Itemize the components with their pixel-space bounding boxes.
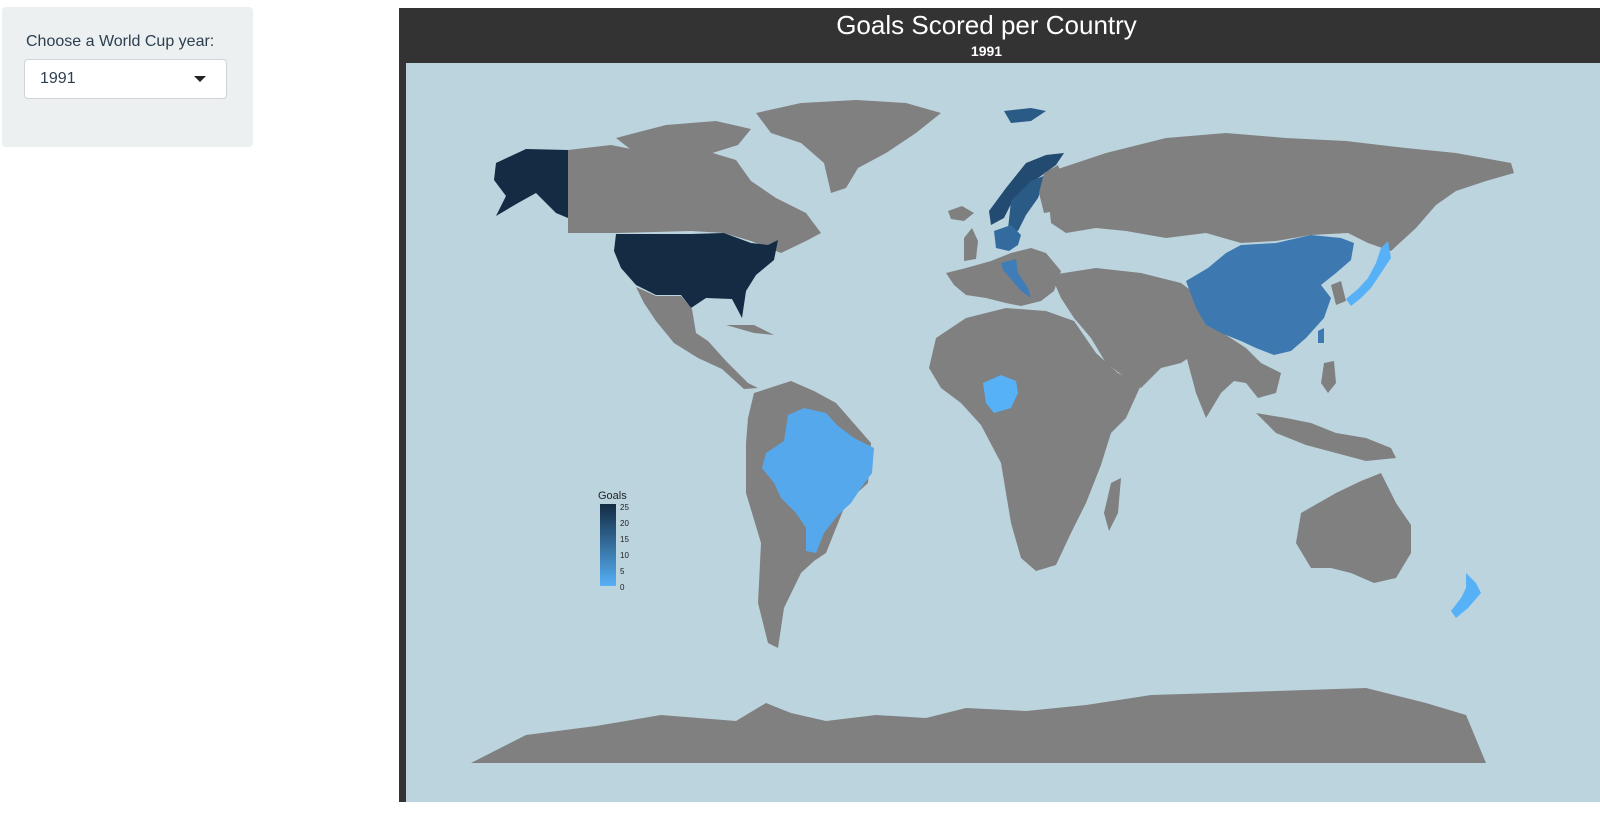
country-australia — [1296, 473, 1411, 583]
country-philippines — [1321, 361, 1336, 393]
country-svalbard — [1004, 108, 1046, 123]
country-europe — [946, 248, 1061, 306]
country-norway — [989, 153, 1064, 225]
country-new-zealand — [1451, 573, 1481, 618]
map-title: Goals Scored per Country — [836, 10, 1137, 40]
country-indonesia — [1256, 413, 1396, 461]
country-italy — [1001, 259, 1031, 298]
country-antarctica — [471, 688, 1486, 763]
country-korea — [1331, 281, 1346, 305]
legend-tick-15: 15 — [620, 535, 629, 544]
sidebar-panel: Choose a World Cup year: 1991 — [2, 7, 253, 147]
country-africa — [929, 308, 1141, 571]
country-russia — [1046, 133, 1514, 251]
country-japan — [1346, 241, 1391, 306]
legend-tick-20: 20 — [620, 519, 629, 528]
country-mexico — [636, 287, 758, 389]
map-legend: Goals 25 20 15 10 5 0 — [598, 490, 629, 592]
map-plot: Goals Scored per Country 1991 — [399, 8, 1600, 802]
legend-tick-25: 25 — [620, 503, 629, 512]
country-canada — [568, 145, 821, 253]
country-germany — [994, 225, 1021, 251]
country-china — [1186, 235, 1354, 355]
legend-color-bar — [600, 504, 616, 586]
year-select-value: 1991 — [40, 70, 76, 87]
country-uk — [964, 228, 978, 261]
country-asia-west — [1051, 268, 1206, 388]
map-subtitle: 1991 — [970, 43, 1003, 59]
year-select-label: Choose a World Cup year: — [26, 33, 215, 50]
country-cuba — [726, 325, 774, 335]
legend-tick-10: 10 — [620, 551, 629, 560]
country-taiwan — [1318, 328, 1324, 343]
country-iceland — [948, 206, 974, 221]
legend-title: Goals — [598, 490, 627, 502]
world-map — [471, 100, 1514, 763]
country-usa — [614, 233, 778, 318]
map-panel: Goals 25 20 15 10 5 0 — [406, 63, 1600, 802]
legend-tick-5: 5 — [620, 567, 625, 576]
year-select[interactable]: 1991 — [24, 59, 227, 99]
country-india — [1181, 325, 1281, 418]
legend-tick-0: 0 — [620, 583, 625, 592]
country-greenland — [756, 100, 941, 193]
country-canada-islands — [616, 121, 751, 158]
country-sweden — [1008, 175, 1046, 231]
country-alaska — [494, 149, 568, 218]
country-nigeria — [983, 375, 1018, 413]
caret-down-icon[interactable] — [194, 76, 206, 82]
country-brazil — [762, 408, 874, 553]
country-madagascar — [1104, 478, 1121, 531]
